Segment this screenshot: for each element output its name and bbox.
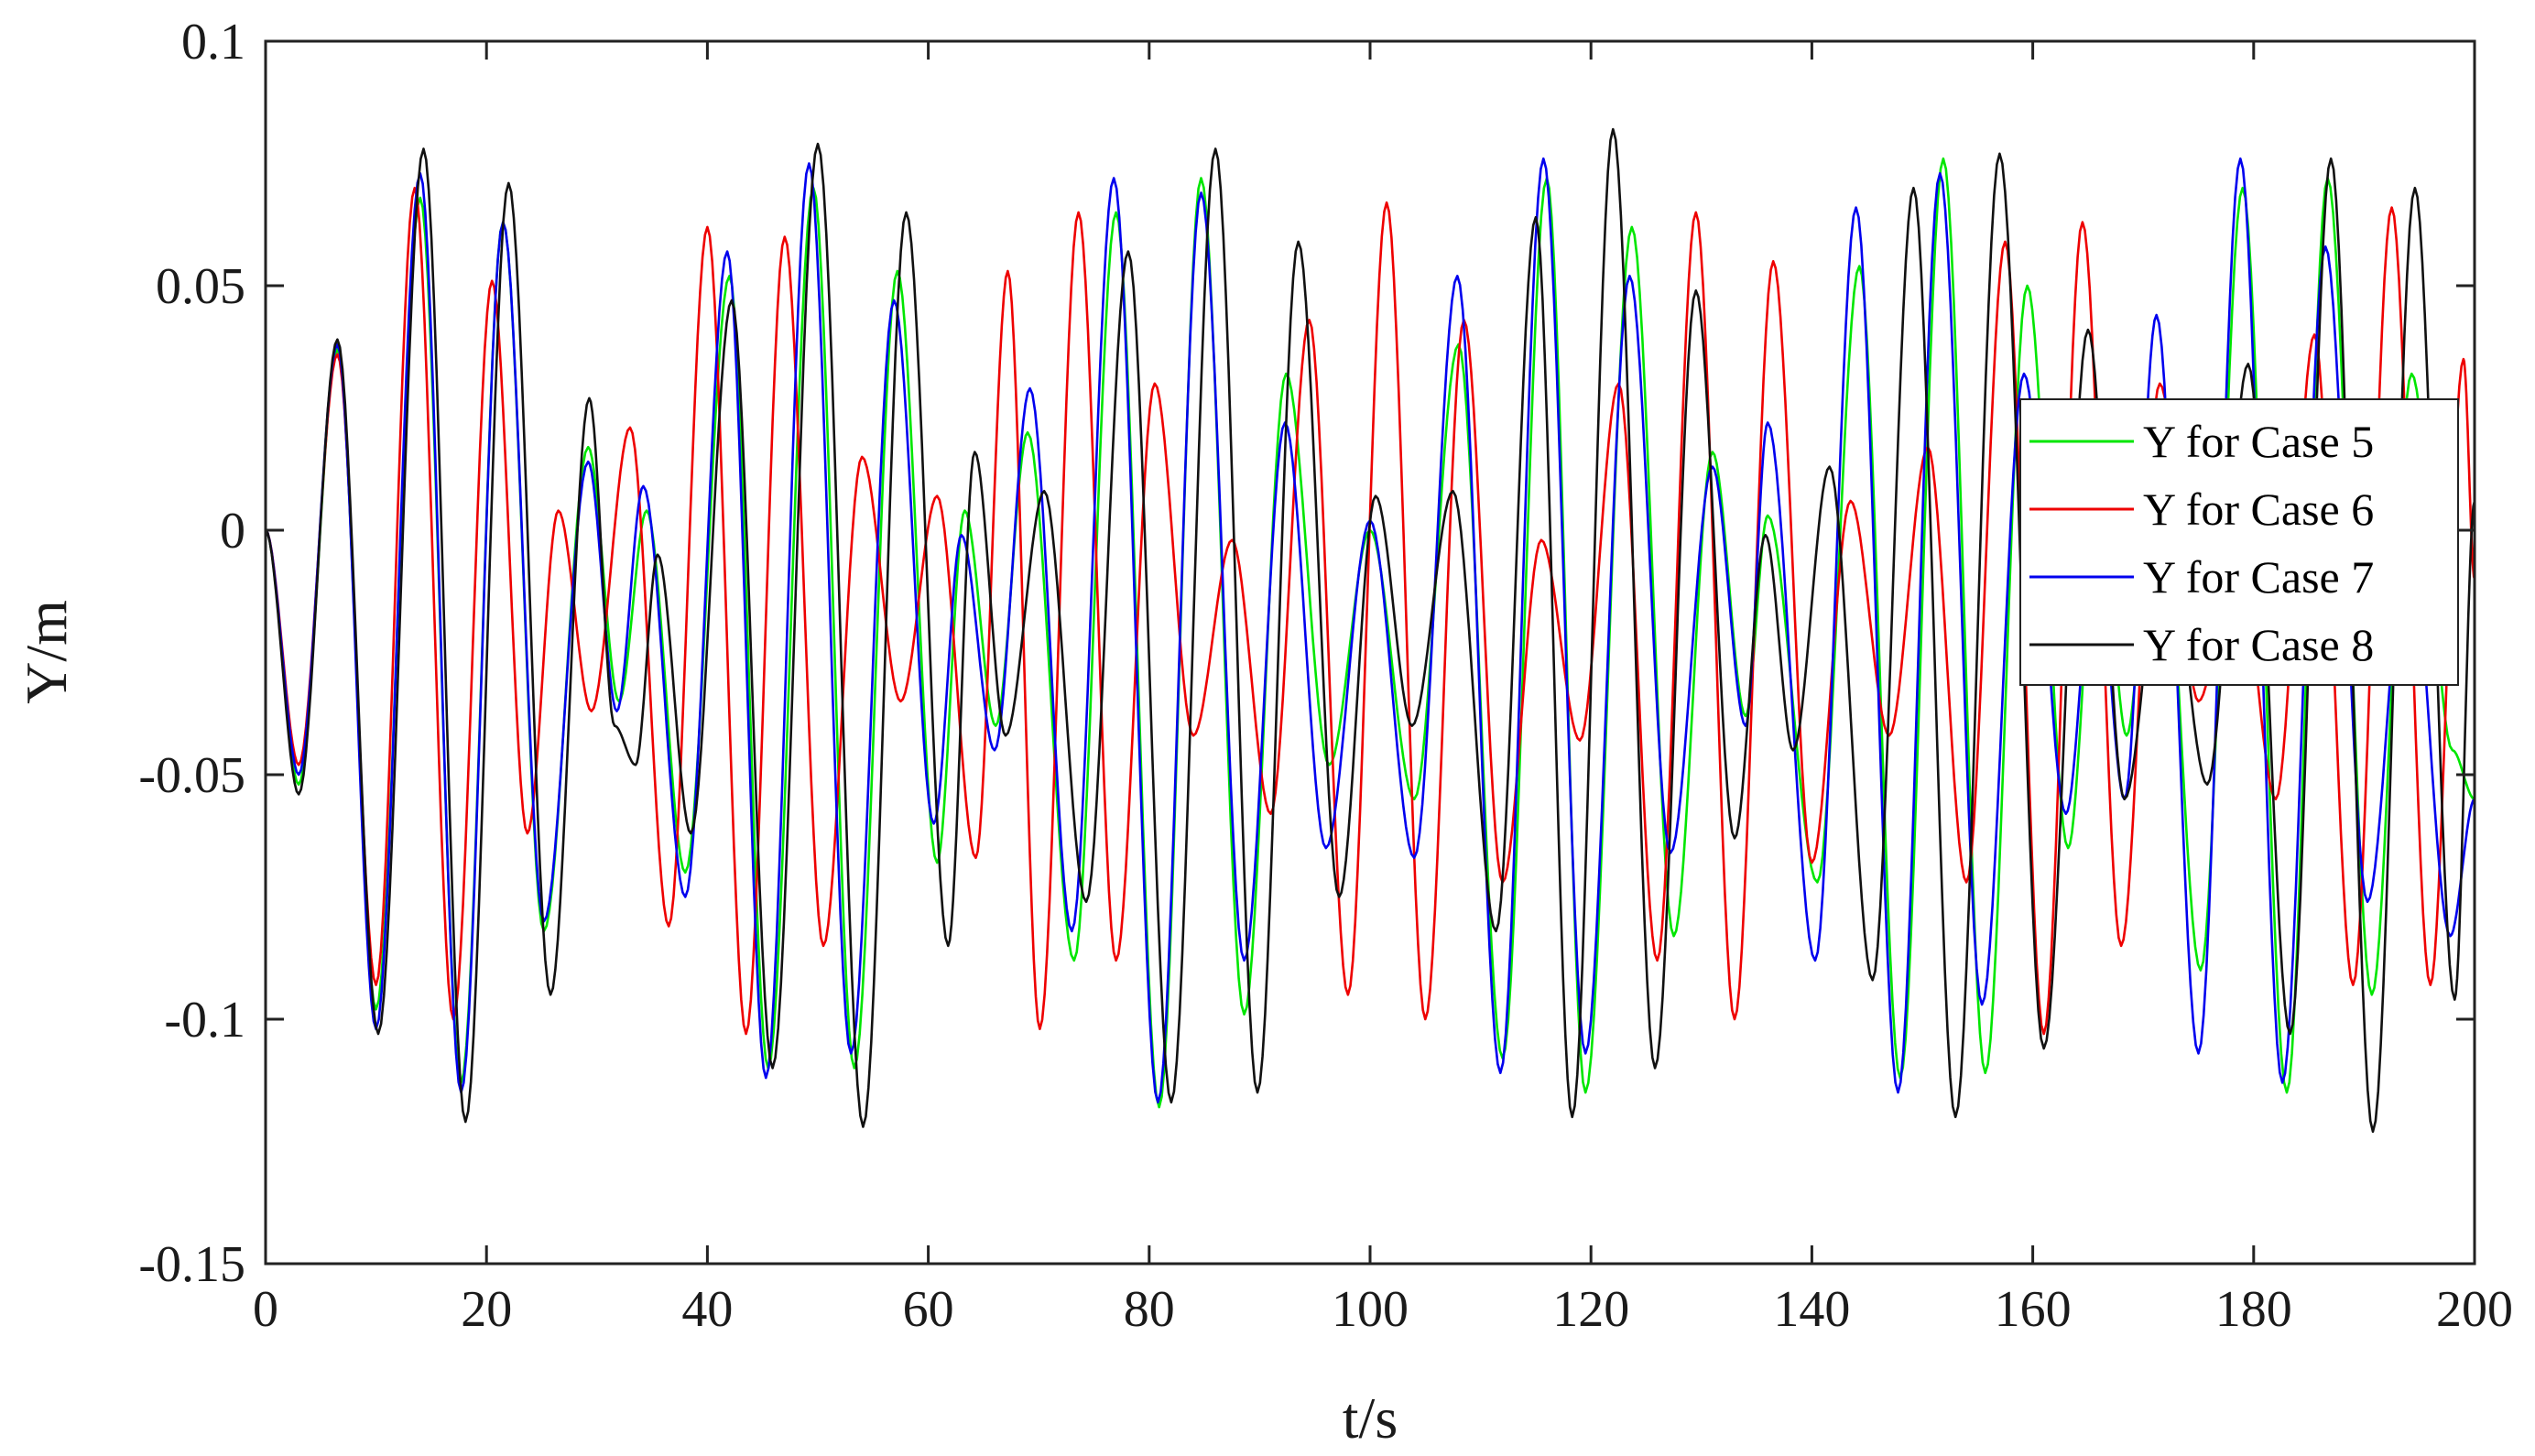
x-tick-label: 40 [681,1281,733,1338]
ticks-layer: 0 20 40 60 80 100 120 140 160 180 200 -0.15 -0.1 -0.0… [138,14,2513,1338]
y-tick-label: 0 [220,503,245,560]
x-tick-label: 60 [903,1281,954,1338]
y-tick-label: -0.1 [164,992,245,1049]
x-tick-label: 140 [1773,1281,1850,1338]
legend-label: Y for Case 5 [2143,416,2374,467]
x-tick-label: 120 [1552,1281,1629,1338]
legend: Y for Case 5 Y for Case 6 Y for Case 7 Y… [2019,398,2459,686]
series-line [264,186,2476,1036]
x-tick-label: 100 [1332,1281,1409,1338]
y-axis-title: Y/m [14,600,79,704]
legend-label: Y for Case 6 [2143,484,2374,535]
legend-box [2019,398,2459,686]
x-tick-label: 20 [461,1281,512,1338]
legend-label: Y for Case 7 [2143,551,2374,603]
y-tick-label: -0.05 [138,747,245,804]
y-tick-label: -0.15 [138,1236,245,1293]
x-axis-title: t/s [1343,1385,1398,1451]
x-tick-label: 200 [2436,1281,2513,1338]
x-tick-label: 80 [1124,1281,1175,1338]
x-tick-label: 180 [2215,1281,2292,1338]
legend-label: Y for Case 8 [2143,619,2374,670]
x-tick-label: 160 [1995,1281,2072,1338]
y-tick-label: 0.05 [156,258,245,315]
x-tick-label: 0 [253,1281,278,1338]
y-tick-label: 0.1 [181,14,245,71]
